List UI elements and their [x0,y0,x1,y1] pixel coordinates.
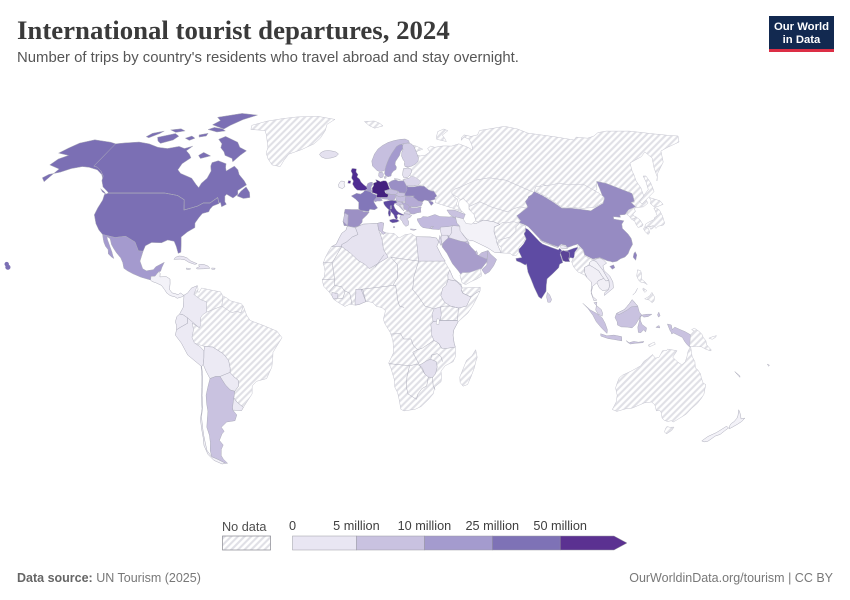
svg-text:10 million: 10 million [398,519,452,533]
svg-text:25 million: 25 million [466,519,520,533]
svg-text:5 million: 5 million [333,519,380,533]
svg-text:0: 0 [289,519,296,533]
svg-text:50 million: 50 million [533,519,587,533]
svg-text:No data: No data [222,520,267,534]
